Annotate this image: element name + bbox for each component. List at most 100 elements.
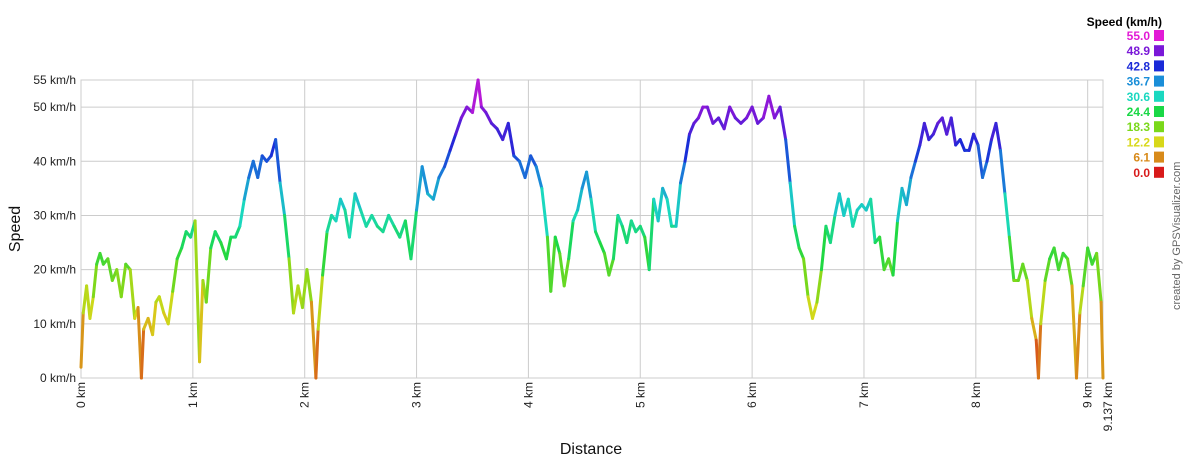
plot-area [80,79,1104,379]
speed-segment [972,132,980,147]
speed-segment [1021,262,1029,282]
speed-segment [1007,235,1016,282]
speed-segment [454,116,463,136]
speed-segment [98,251,105,266]
speed-segment [896,186,904,223]
speed-segment [204,246,213,304]
speed-segment [448,132,458,152]
speed-segment [534,165,544,190]
speed-segment [549,235,557,293]
legend-label: 18.3 [1127,120,1151,134]
speed-segment [1095,251,1103,304]
speed-segment [661,186,669,201]
speed-segment [403,219,413,261]
speed-segment [1025,278,1034,320]
credit-text: created by GPSVisualizer.com [1171,162,1183,310]
speed-segment [224,235,233,261]
speed-segment [788,181,797,228]
y-tick-label: 50 km/h [33,100,76,114]
speed-segment [931,121,940,136]
legend-swatch [1154,45,1164,57]
speed-segment [679,159,687,185]
speed-segment [1052,246,1061,272]
speed-segment [638,224,647,239]
x-axis-ticks: 0 km 1 km 2 km 3 km 4 km 5 km 6 km 7 km 8 km 9 km… [74,382,1115,431]
speed-segment [611,213,620,261]
legend-swatch [1154,121,1164,133]
speed-segment [625,219,633,245]
speed-segment [287,257,296,315]
speed-segment [1036,322,1043,380]
y-tick-label: 20 km/h [33,263,76,277]
speed-segment [1030,316,1038,342]
speed-segment [353,192,363,212]
speed-segment [851,208,859,228]
speed-segment [443,148,452,169]
speed-segment [88,295,95,320]
speed-segment [180,230,188,250]
speed-segment [909,159,917,180]
speed-segment [846,197,855,228]
y-axis-title: Speed [7,206,24,252]
y-tick-label: 40 km/h [33,154,76,168]
legend-label: 6.1 [1133,151,1150,165]
legend-label: 36.7 [1127,75,1151,89]
speed-segment [811,300,819,320]
speed-segment [316,273,325,331]
speed-segment [359,208,368,228]
speed-segment [837,192,846,217]
speed-segment [387,213,396,228]
x-axis-title: Distance [560,441,622,458]
speed-segment [166,289,175,326]
speed-segment [922,121,931,142]
x-tick-label: 6 km [745,382,759,408]
speed-segment [878,235,886,272]
speed-segment [305,268,313,304]
speed-segment [705,105,715,125]
speed-segment [728,105,737,120]
speed-segment [238,197,246,228]
speed-segment [1039,278,1047,326]
speed-segment [665,197,674,228]
speed-segment [949,116,958,147]
speed-segment [292,284,300,315]
speed-segment [598,241,606,255]
legend-swatch [1154,136,1164,148]
x-tick-label: 1 km [186,382,200,408]
speed-segment [1074,311,1082,380]
legend-label: 0.0 [1133,166,1150,180]
x-tick-label: 0 km [74,382,88,408]
speed-segment [321,230,329,277]
speed-segment [784,138,792,185]
speed-segment [553,235,562,255]
speed-segment [797,246,806,261]
speed-segment [767,94,776,120]
x-tick-label: 9 km [1081,382,1095,408]
speed-segment [119,262,128,299]
speed-segment [1086,246,1094,266]
speed-segment [476,78,483,109]
speed-segment [523,154,533,180]
speed-segment [806,295,815,320]
legend-swatch [1154,60,1164,72]
y-tick-label: 0 km/h [40,371,76,385]
speed-segment [567,219,575,261]
speed-segment [802,257,810,299]
speed-segment [506,121,516,158]
y-tick-label: 10 km/h [33,317,76,331]
speed-segment [576,186,584,212]
speed-segment [828,213,837,245]
y-tick-label: 30 km/h [33,208,76,222]
speed-segment [1057,251,1065,272]
x-tick-label: 7 km [857,382,871,408]
speed-segment [459,105,469,120]
speed-segment [139,327,146,380]
speed-segment [1099,300,1105,380]
speed-segment [283,213,291,261]
speed-segment [529,154,538,169]
speed-segment [300,268,309,310]
speed-segment [981,159,989,180]
legend-swatch [1154,106,1164,117]
legend-swatch [1154,75,1164,87]
speed-segment [431,176,441,201]
